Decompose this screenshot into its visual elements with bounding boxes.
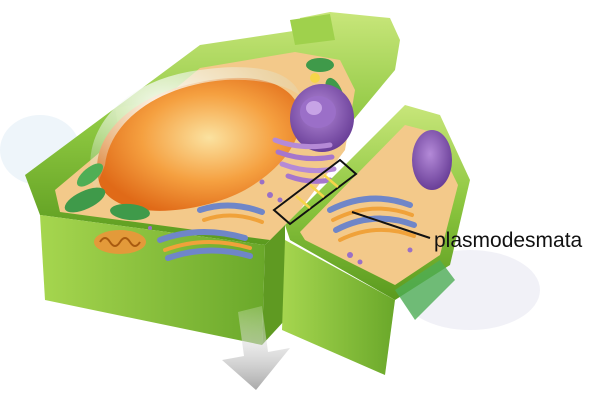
vacuole-membrane <box>90 67 302 190</box>
golgi-apparatus-left <box>157 202 265 261</box>
left-plant-cell <box>25 12 400 345</box>
mitochondrion-left <box>94 230 146 254</box>
left-wall-tab-top <box>290 14 335 45</box>
endoplasmic-reticulum-left <box>272 137 337 184</box>
vesicles-right <box>347 247 413 265</box>
plasmodesmata-leader-line <box>351 211 431 239</box>
nucleus <box>290 73 354 152</box>
down-arrow-icon <box>222 306 290 390</box>
plasmodesmata-label: plasmodesmata <box>434 229 583 252</box>
left-cell-wall-side <box>262 225 285 345</box>
nucleus-right <box>412 130 452 190</box>
central-vacuole <box>97 77 301 211</box>
right-chloroplast-layer <box>395 260 455 320</box>
right-cell-wall-front <box>282 240 395 375</box>
plasmodesmata-highlight-box <box>272 158 358 226</box>
right-plant-cell <box>282 105 470 375</box>
vesicles-left <box>148 179 283 230</box>
